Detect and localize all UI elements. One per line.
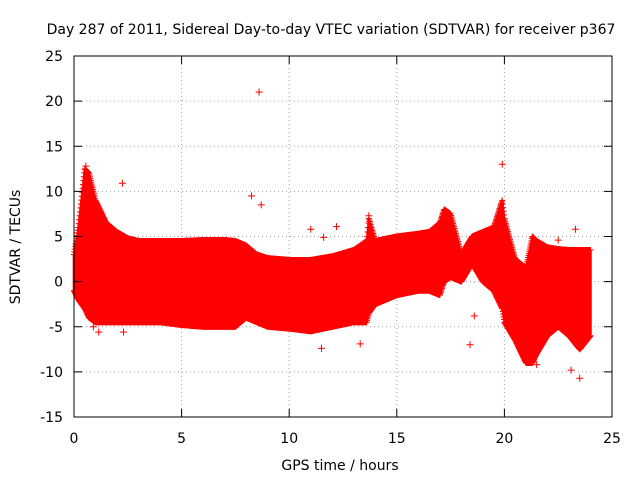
axis-ticks: 0 5 10 15 20 25 -15 -10 -5 0 5 10 15 20 25 — [40, 49, 621, 447]
outlier-point — [333, 223, 341, 231]
outlier-point — [257, 201, 265, 209]
outlier-point — [317, 344, 325, 352]
y-tick-label: 10 — [45, 184, 63, 200]
data-series — [71, 88, 594, 382]
data-point — [587, 247, 594, 254]
outlier-point — [498, 160, 506, 168]
x-tick-label: 15 — [388, 431, 406, 447]
outlier-point — [533, 361, 541, 369]
y-tick-label: -15 — [40, 410, 63, 426]
y-tick-label: 20 — [45, 94, 63, 110]
outlier-point — [320, 233, 328, 241]
outlier-point — [576, 374, 584, 382]
x-tick-label: 20 — [495, 431, 513, 447]
x-axis-label: GPS time / hours — [281, 458, 398, 474]
y-tick-label: 15 — [45, 139, 63, 155]
outlier-point — [89, 323, 97, 331]
outlier-point — [307, 225, 315, 233]
outlier-point — [255, 88, 263, 96]
outlier-point — [95, 328, 103, 336]
outlier-point — [248, 192, 256, 200]
outlier-point — [466, 341, 474, 349]
y-tick-label: -10 — [40, 365, 63, 381]
outlier-point — [567, 366, 575, 374]
outlier-point — [118, 179, 126, 187]
y-axis-label: SDTVAR / TECUs — [8, 190, 24, 305]
x-tick-label: 0 — [70, 431, 79, 447]
outlier-point — [356, 340, 364, 348]
data-band — [71, 165, 594, 366]
outlier-point — [119, 328, 127, 336]
chart-title: Day 287 of 2011, Sidereal Day-to-day VTE… — [47, 22, 616, 38]
outlier-point — [571, 225, 579, 233]
outlier-point — [82, 162, 90, 170]
y-tick-label: 5 — [54, 230, 63, 246]
outlier-point — [554, 236, 562, 244]
outlier-point — [470, 312, 478, 320]
y-tick-label: -5 — [49, 320, 63, 336]
data-point — [587, 332, 594, 339]
x-tick-label: 5 — [177, 431, 186, 447]
y-tick-label: 25 — [45, 49, 63, 65]
outlier-point — [365, 212, 373, 220]
x-tick-label: 25 — [603, 431, 621, 447]
x-tick-label: 10 — [280, 431, 298, 447]
y-tick-label: 0 — [54, 275, 63, 291]
